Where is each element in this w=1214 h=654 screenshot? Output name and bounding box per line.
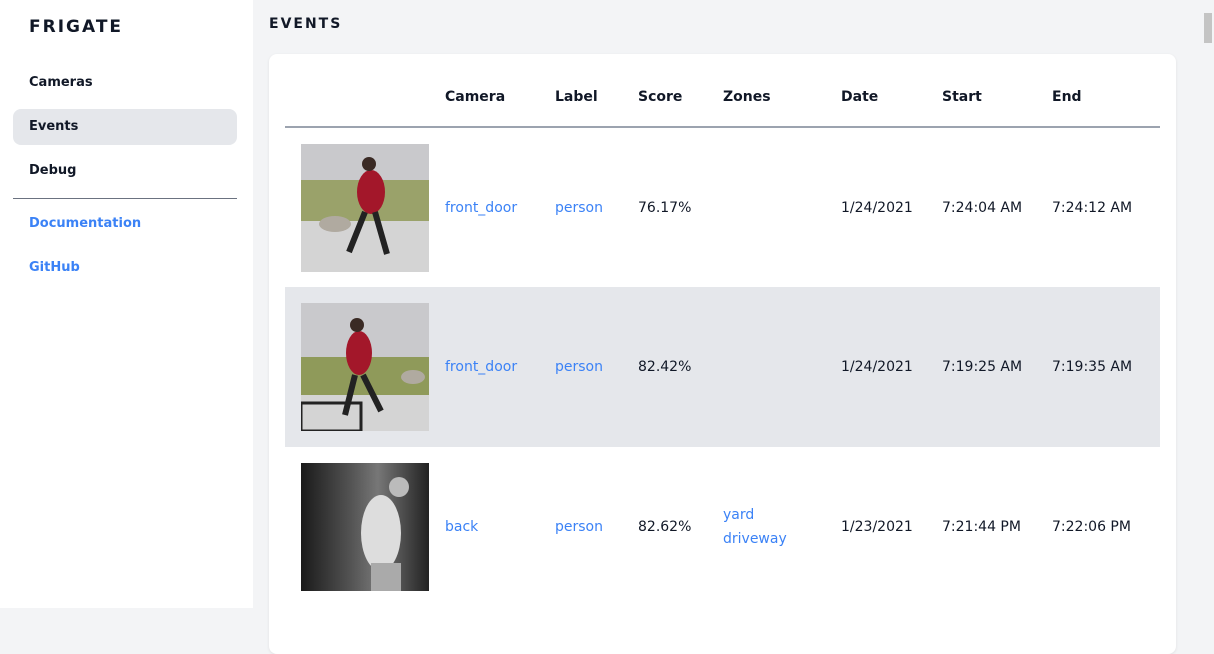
event-start: 7:19:25 AM (942, 287, 1052, 447)
event-label-link[interactable]: person (555, 199, 603, 216)
event-end: 7:22:06 PM (1052, 519, 1131, 535)
event-score: 82.62% (638, 519, 692, 535)
event-zones (723, 127, 841, 287)
event-score: 82.42% (638, 287, 723, 447)
event-end: 7:19:35 AM (1052, 287, 1160, 447)
sidebar: FRIGATE Cameras Events Debug Documentati… (0, 0, 253, 608)
event-date: 1/24/2021 (841, 287, 942, 447)
header-zones: Zones (723, 54, 841, 128)
event-thumbnail[interactable] (299, 303, 429, 433)
sidebar-item-events[interactable]: Events (13, 109, 237, 145)
event-start: 7:24:04 AM (942, 199, 1023, 216)
sidebar-divider (13, 198, 237, 199)
events-table: Camera Label Score Zones Date Start End … (285, 54, 1160, 607)
header-start: Start (942, 54, 1052, 128)
event-score: 76.17% (638, 199, 692, 216)
page-title: EVENTS (269, 16, 343, 32)
header-thumbnail (285, 54, 445, 128)
event-camera-link[interactable]: front_door (445, 199, 518, 216)
event-label-link[interactable]: person (555, 519, 603, 535)
event-label-link[interactable]: person (555, 287, 638, 447)
events-card: Camera Label Score Zones Date Start End … (269, 54, 1176, 654)
event-date: 1/24/2021 (841, 199, 913, 216)
event-start: 7:21:44 PM (942, 519, 1021, 535)
zone-link[interactable]: driveway (723, 531, 787, 547)
event-camera-link[interactable]: front_door (445, 287, 555, 447)
header-date: Date (841, 54, 942, 128)
zone-link[interactable]: yard (723, 507, 755, 523)
person-figure-icon (361, 477, 409, 591)
event-zones: yard driveway (723, 447, 841, 607)
person-figure-icon (319, 156, 390, 255)
event-camera-link[interactable]: back (445, 519, 479, 535)
header-label: Label (555, 54, 638, 128)
table-header: Camera Label Score Zones Date Start End (285, 54, 1160, 128)
table-row[interactable]: back person 82.62% yard driveway 1/23/202… (285, 447, 1160, 607)
person-figure-icon (299, 318, 425, 433)
table-row[interactable]: front_door person 76.17% 1/24/2021 7:24:… (285, 127, 1160, 287)
app-logo: FRIGATE (29, 17, 124, 37)
scrollbar-thumb[interactable] (1204, 13, 1212, 43)
header-end: End (1052, 54, 1160, 128)
event-zones (723, 287, 841, 447)
documentation-link[interactable]: Documentation (29, 216, 142, 231)
sidebar-item-debug[interactable]: Debug (29, 163, 77, 178)
header-score: Score (638, 54, 723, 128)
event-thumbnail[interactable] (301, 143, 429, 272)
sidebar-item-cameras[interactable]: Cameras (29, 75, 93, 90)
github-link[interactable]: GitHub (29, 260, 80, 275)
page-scrollbar[interactable] (1200, 0, 1214, 608)
table-row[interactable]: front_door person 82.42% 1/24/2021 7:19:… (285, 287, 1160, 447)
event-date: 1/23/2021 (841, 519, 913, 535)
header-camera: Camera (445, 54, 555, 128)
event-thumbnail[interactable] (301, 463, 429, 591)
event-end: 7:24:12 AM (1052, 199, 1133, 216)
